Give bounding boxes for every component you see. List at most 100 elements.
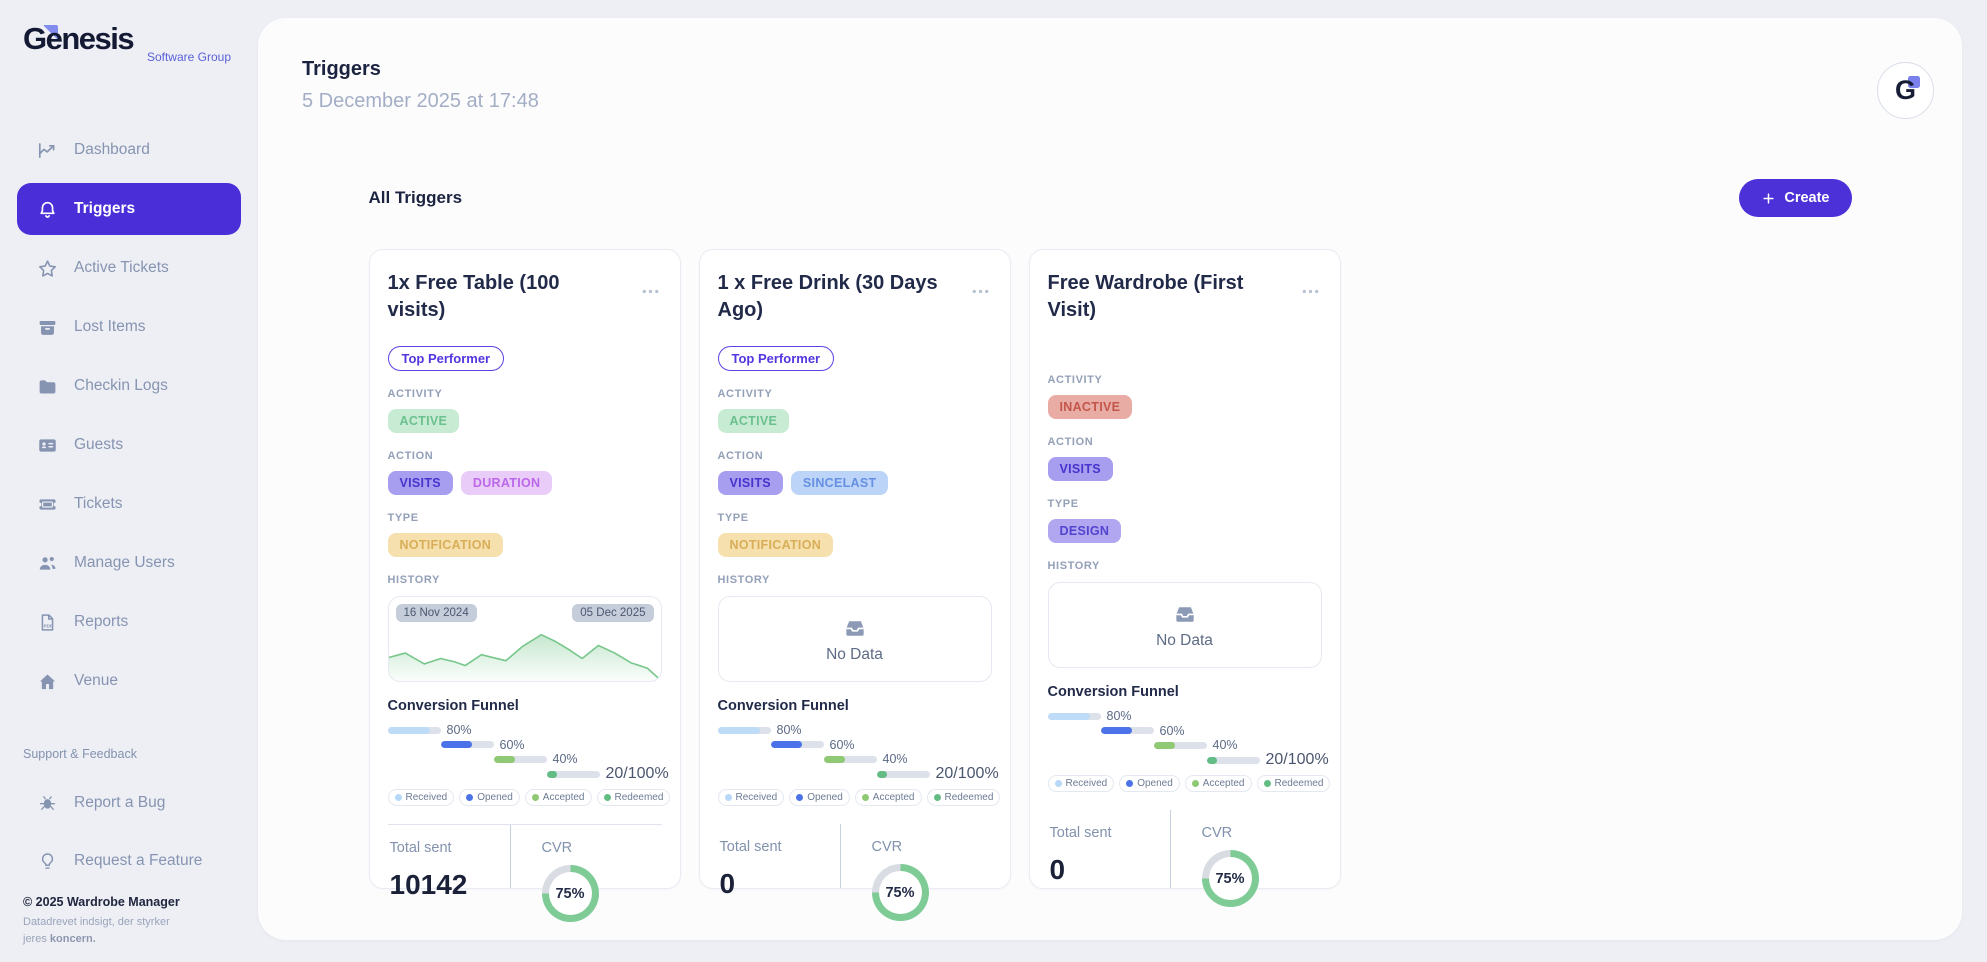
folder-icon xyxy=(37,376,58,397)
funnel-row: 60% xyxy=(388,738,662,753)
funnel-track xyxy=(387,726,441,734)
type-label: TYPE xyxy=(1047,498,1079,510)
legend-dot xyxy=(861,794,869,802)
legend-dot xyxy=(394,794,402,802)
legend-item: Redeemed xyxy=(926,789,1001,807)
history-sparkline xyxy=(388,623,661,681)
sidebar-item-dashboard[interactable]: Dashboard xyxy=(17,124,241,176)
card-menu-button[interactable] xyxy=(1299,280,1322,303)
ticket-icon xyxy=(37,494,58,515)
cvr-ring: 75% xyxy=(541,865,599,923)
funnel-title: Conversion Funnel xyxy=(387,698,519,714)
legend-dot xyxy=(1263,780,1271,788)
sidebar-item-checkin-logs[interactable]: Checkin Logs xyxy=(17,360,241,412)
card-footer: Total sent 0 CVR 75% xyxy=(1048,810,1322,908)
total-sent-value: 10142 xyxy=(389,869,468,901)
activity-label: ACTIVITY xyxy=(1047,374,1103,386)
funnel-row-label: 40% xyxy=(882,752,908,767)
legend-label: Opened xyxy=(477,792,513,804)
funnel-track xyxy=(440,741,494,749)
total-sent-label: Total sent xyxy=(719,839,782,856)
tagline-text: Datadrevet indsigt, der styrker jeres ko… xyxy=(17,914,195,947)
type-label: TYPE xyxy=(717,512,749,524)
funnel-row-label: 40% xyxy=(1212,738,1238,753)
sidebar-item-tickets[interactable]: Tickets xyxy=(17,478,241,530)
cvr-value: 75% xyxy=(878,871,922,915)
report-icon: PDF xyxy=(37,612,58,633)
user-avatar[interactable]: G xyxy=(1877,62,1934,119)
trigger-card: 1 x Free Drink (30 Days Ago) Top Performe… xyxy=(698,249,1011,922)
archive-icon xyxy=(37,317,58,338)
funnel-legend: Received Opened Accepted Redeemed xyxy=(387,789,671,807)
legend-dot xyxy=(933,794,941,802)
legend-dot xyxy=(531,794,539,802)
cvr-value: 75% xyxy=(1208,857,1252,901)
cvr-label: CVR xyxy=(541,840,573,857)
funnel-row-label: 20/100% xyxy=(605,765,669,783)
cvr-label: CVR xyxy=(1201,825,1233,842)
card-menu-button[interactable] xyxy=(639,280,662,303)
total-sent-label: Total sent xyxy=(389,840,452,857)
create-button-label: Create xyxy=(1784,190,1830,206)
action-badge: SINCELAST xyxy=(790,471,889,495)
legend-item: Accepted xyxy=(1184,775,1252,793)
sidebar-item-manage-users[interactable]: Manage Users xyxy=(17,537,241,589)
total-sent-stat: Total sent 10142 xyxy=(388,825,510,900)
chart-icon xyxy=(37,140,58,161)
funnel-row: 40% xyxy=(718,752,992,767)
legend-label: Received xyxy=(405,792,448,804)
create-button[interactable]: Create xyxy=(1739,179,1852,217)
bell-icon xyxy=(37,199,58,220)
card-menu-button[interactable] xyxy=(969,280,992,303)
tagline-bold: koncern. xyxy=(49,932,96,945)
funnel-row-label: 80% xyxy=(446,723,472,738)
sidebar-item-label: Checkin Logs xyxy=(74,377,168,394)
cvr-value: 75% xyxy=(548,872,592,916)
action-badge: VISITS xyxy=(387,471,453,495)
action-label: ACTION xyxy=(1047,436,1094,448)
cvr-stat: CVR 75% xyxy=(511,825,662,923)
legend-label: Redeemed xyxy=(944,792,994,804)
sidebar-item-report-a-bug[interactable]: Report a Bug xyxy=(17,777,241,829)
sidebar-item-triggers[interactable]: Triggers xyxy=(17,183,241,235)
activity-label: ACTIVITY xyxy=(717,388,773,400)
action-badge: VISITS xyxy=(717,471,783,495)
funnel-track xyxy=(1047,712,1101,720)
sidebar-item-request-a-feature[interactable]: Request a Feature xyxy=(17,835,241,887)
top-performer-badge: Top Performer xyxy=(717,346,835,371)
users-icon xyxy=(37,553,58,574)
sidebar-item-venue[interactable]: Venue xyxy=(17,655,241,707)
sidebar-support-items: Report a Bug Request a Feature xyxy=(17,777,241,887)
sidebar-item-label: Triggers xyxy=(74,200,136,217)
funnel-track xyxy=(823,755,877,763)
sidebar-item-reports[interactable]: PDF Reports xyxy=(17,596,241,648)
plus-icon xyxy=(1761,191,1776,206)
tagline-normal: Datadrevet indsigt, der styrker jeres xyxy=(23,916,170,945)
sidebar-item-lost-items[interactable]: Lost Items xyxy=(17,301,241,353)
funnel-track xyxy=(493,755,547,763)
funnel-row-label: 80% xyxy=(776,723,802,738)
avatar-logo-square xyxy=(1908,76,1920,88)
sidebar-item-guests[interactable]: Guests xyxy=(17,419,241,471)
sidebar-item-active-tickets[interactable]: Active Tickets xyxy=(17,242,241,294)
funnel-track xyxy=(546,770,600,778)
cvr-ring: 75% xyxy=(1201,850,1259,908)
trigger-card: Free Wardrobe (First Visit) ACTIVITY INACT… xyxy=(1028,249,1341,908)
section-title: All Triggers xyxy=(368,188,463,207)
legend-label: Accepted xyxy=(872,792,915,804)
card-footer: Total sent 0 CVR 75% xyxy=(718,824,992,922)
avatar-logo-letter: G xyxy=(1894,75,1916,105)
funnel-title: Conversion Funnel xyxy=(717,698,849,714)
funnel-row: 20/100% xyxy=(1048,751,1329,768)
funnel-legend: Received Opened Accepted Redeemed xyxy=(717,789,1001,807)
trigger-card: 1x Free Table (100 visits) Top Performer A… xyxy=(368,249,681,923)
funnel-row: 40% xyxy=(1048,738,1322,753)
sidebar-item-label: Guests xyxy=(74,436,124,453)
main-panel: Triggers 5 December 2025 at 17:48 G All … xyxy=(258,18,1962,940)
funnel-row-label: 60% xyxy=(1159,723,1185,738)
type-label: TYPE xyxy=(387,512,419,524)
legend-item: Opened xyxy=(459,789,520,807)
funnel-row: 20/100% xyxy=(718,765,999,782)
card-title: Free Wardrobe (First Visit) xyxy=(1047,272,1244,321)
copyright-text: © 2025 Wardrobe Manager xyxy=(23,895,180,909)
